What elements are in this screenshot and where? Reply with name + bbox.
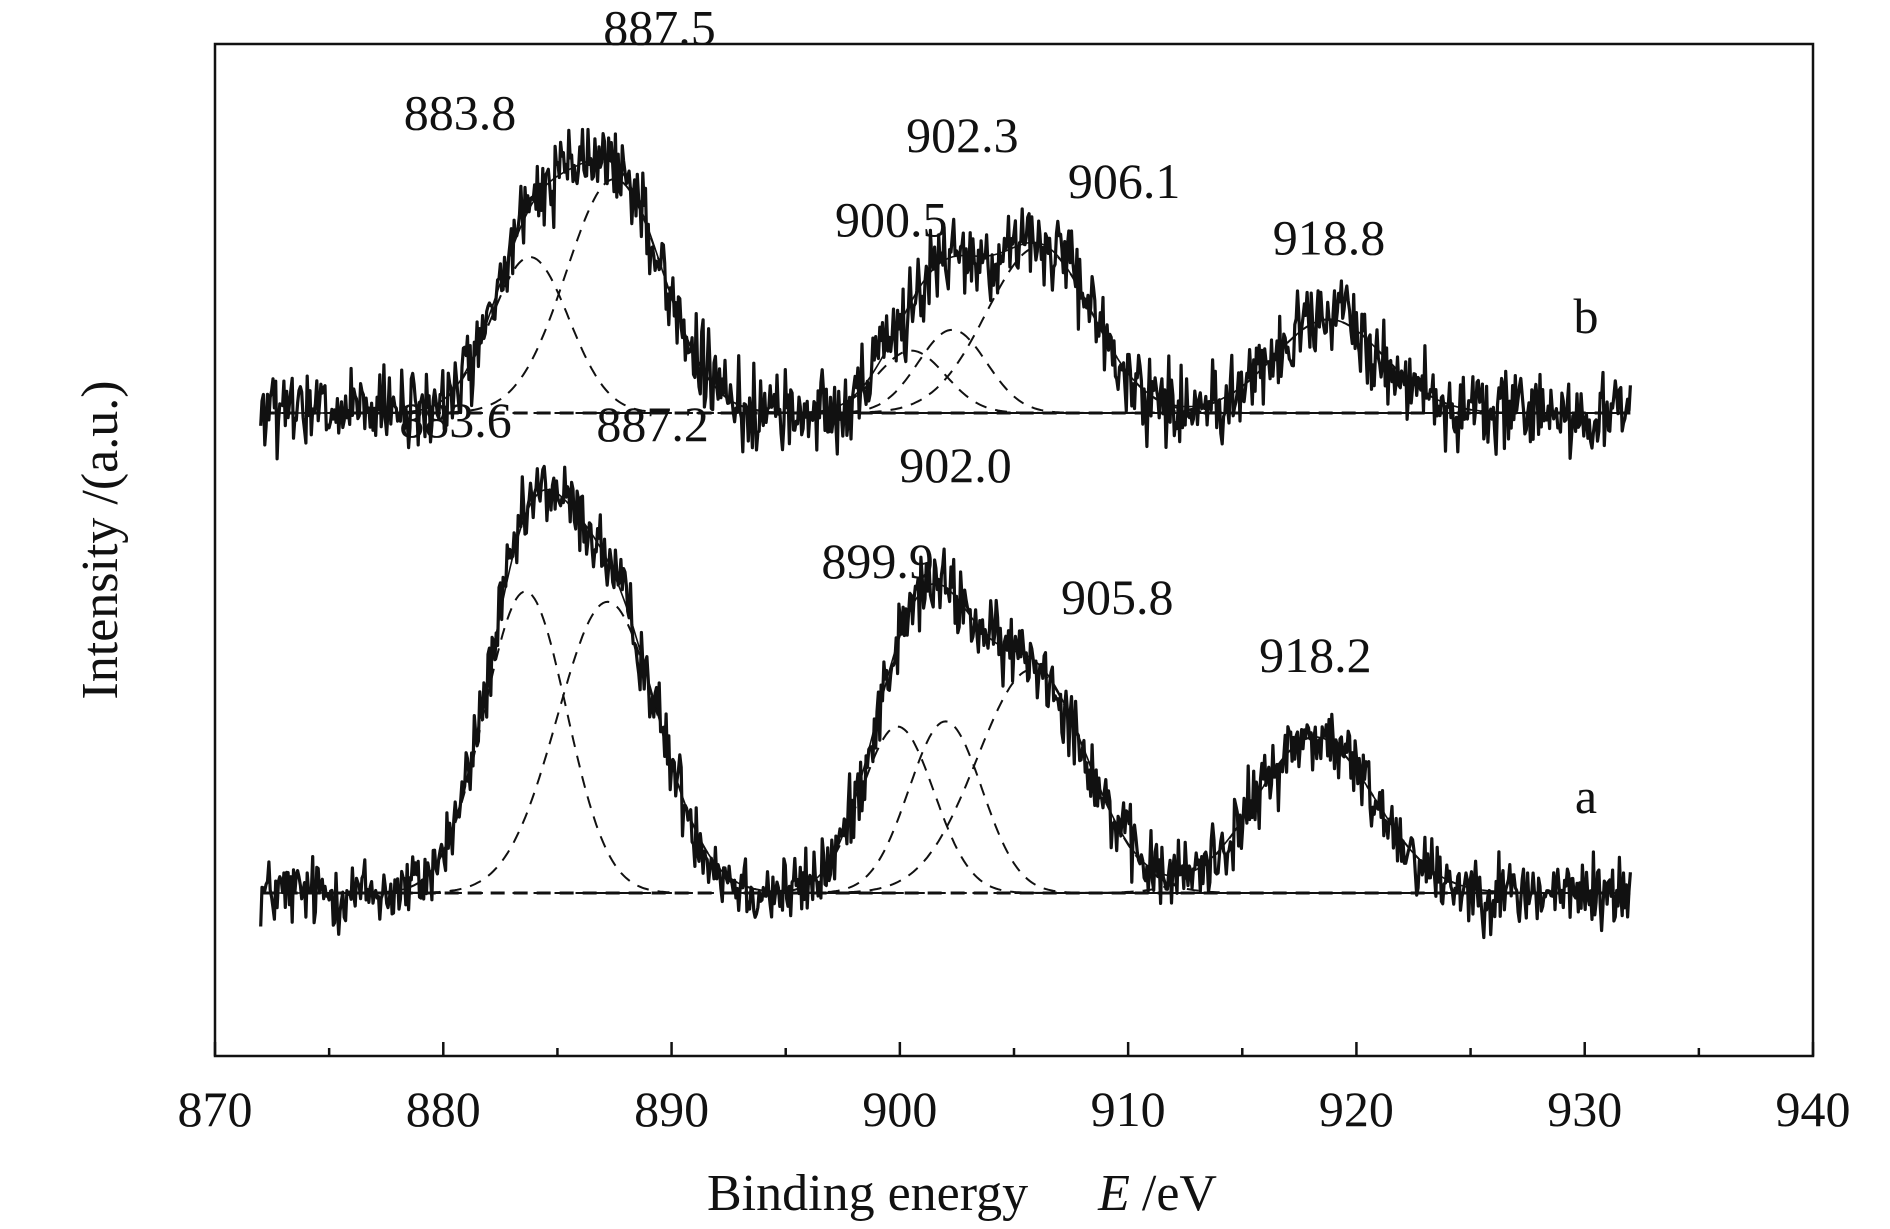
curve-label-b: b <box>1574 288 1599 344</box>
x-tick-label: 910 <box>1091 1081 1166 1137</box>
peak-label: 887.5 <box>603 0 716 55</box>
raw-spectrum-a <box>259 464 1632 940</box>
peak-label: 905.8 <box>1061 569 1174 625</box>
peak-label: 883.8 <box>404 84 517 140</box>
x-tick-label: 930 <box>1547 1081 1622 1137</box>
x-tick-label: 870 <box>178 1081 253 1137</box>
x-tick-label: 920 <box>1319 1081 1394 1137</box>
component-peak-902.0 <box>260 720 1629 894</box>
plot-frame <box>213 42 1815 1058</box>
component-peak-906.1 <box>260 245 1629 414</box>
series-b <box>259 127 1632 461</box>
x-axis-tick-labels: 870 880 890 900 910 920 930 940 <box>178 1081 1851 1137</box>
peak-label: 900.5 <box>835 192 948 248</box>
raw-spectrum-b <box>259 127 1632 461</box>
peak-label: 887.2 <box>596 396 709 452</box>
peak-label: 883.6 <box>399 392 512 448</box>
peak-label: 902.3 <box>906 107 1019 163</box>
x-tick-label: 900 <box>862 1081 937 1137</box>
x-tick-label: 890 <box>634 1081 709 1137</box>
peak-label: 899.9 <box>821 533 934 589</box>
peak-label: 902.0 <box>899 437 1012 493</box>
peak-label: 906.1 <box>1068 153 1181 209</box>
component-peak-918.8 <box>260 318 1629 414</box>
x-tick-label: 880 <box>406 1081 481 1137</box>
series-a <box>259 464 1632 940</box>
peak-label: 918.2 <box>1259 627 1372 683</box>
x-axis-title: Binding energy E/eV <box>707 1165 1217 1222</box>
spectra <box>259 127 1632 940</box>
x-axis-ticks <box>213 1042 1815 1056</box>
component-peak-899.9 <box>260 725 1629 894</box>
component-peak-905.8 <box>260 668 1629 894</box>
component-peak-902.3 <box>260 328 1629 414</box>
component-peak-918.2 <box>260 735 1629 894</box>
y-axis-title: Intensity /(a.u.) <box>72 380 129 699</box>
curve-labels: ab <box>1574 288 1599 824</box>
x-tick-label: 940 <box>1776 1081 1851 1137</box>
curve-label-a: a <box>1575 768 1597 824</box>
peak-label: 918.8 <box>1273 209 1386 265</box>
peak-labels: 883.6 887.2 899.9 902.0 905.8 918.2 883.8 887.5… <box>399 0 1385 683</box>
